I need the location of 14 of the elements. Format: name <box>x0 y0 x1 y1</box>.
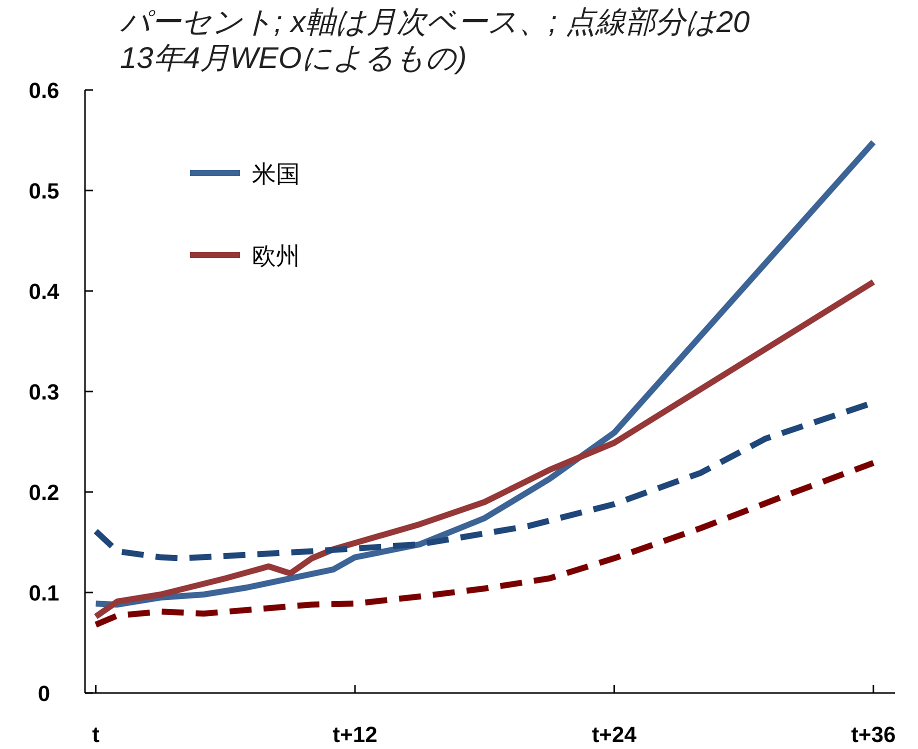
legend-label: 欧州 <box>252 243 300 270</box>
y-tick-label: 0.6 <box>28 78 60 103</box>
x-tick-label: t+24 <box>592 722 638 747</box>
y-tick-label: 0.4 <box>28 279 60 304</box>
y-tick-label: 0 <box>38 681 50 706</box>
y-tick-label: 0.1 <box>28 580 60 606</box>
legend-label: 米国 <box>252 161 300 188</box>
x-tick-label: t <box>92 722 100 747</box>
y-tick-label: 0.5 <box>28 178 60 204</box>
x-tick-label: t+36 <box>851 722 896 747</box>
y-tick-label: 0.3 <box>28 380 60 404</box>
chart-title: パーセント; x軸は月次ベース、; 点線部分は2013年4月WEOによるもの) <box>120 6 750 75</box>
x-tick-label: t+12 <box>332 722 378 747</box>
y-tick-label: 0.2 <box>28 480 60 505</box>
